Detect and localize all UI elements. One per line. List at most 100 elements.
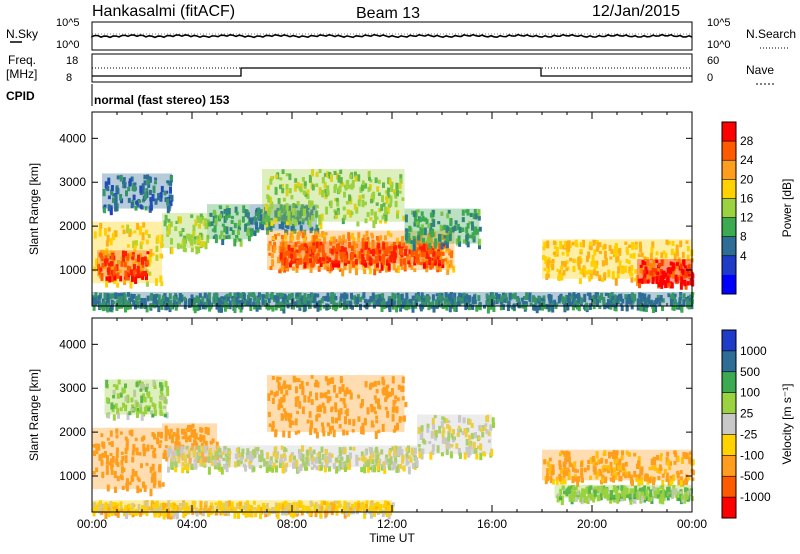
power-cell-4-14 bbox=[231, 230, 235, 235]
power-cell-7-156 bbox=[394, 245, 398, 250]
power-cell-12-627 bbox=[372, 298, 376, 305]
power-cell-12-895 bbox=[680, 305, 684, 313]
power-cell-12-352 bbox=[471, 296, 475, 304]
power-cell-1-69 bbox=[109, 261, 113, 267]
power-cell-0-88 bbox=[93, 231, 97, 239]
power-cell-10-71 bbox=[598, 242, 602, 248]
power-cell-12-611 bbox=[130, 294, 134, 302]
power-cell-8-159 bbox=[375, 216, 379, 220]
velocity-cell-8-457 bbox=[166, 511, 170, 520]
power-cell-9-32 bbox=[404, 214, 408, 223]
power-cell-12-589 bbox=[283, 299, 287, 306]
power-cell-10-145 bbox=[592, 269, 596, 276]
power-cell-7-198 bbox=[410, 250, 414, 254]
power-cell-2-20 bbox=[160, 185, 164, 193]
power-cell-6-236 bbox=[278, 245, 282, 253]
power-cell-6-246 bbox=[379, 235, 383, 241]
power-cell-11-51 bbox=[655, 276, 659, 285]
power-cell-12-537 bbox=[468, 305, 471, 311]
cpid-label: CPID bbox=[6, 89, 35, 103]
power-cell-8-136 bbox=[348, 194, 352, 202]
power-cell-6-213 bbox=[353, 244, 357, 249]
velocity-colorbar-title: Velocity [m s⁻¹] bbox=[780, 383, 794, 464]
power-cell-5-104 bbox=[286, 221, 290, 230]
power-cell-9-100 bbox=[465, 234, 469, 242]
power-cell-9-44 bbox=[432, 219, 436, 227]
power-cell-5-12 bbox=[283, 211, 287, 215]
power-cell-5-38 bbox=[254, 218, 258, 225]
power-cell-12-776 bbox=[598, 295, 602, 302]
power-cell-8-21 bbox=[321, 176, 325, 184]
power-cell-6-154 bbox=[269, 266, 273, 270]
power-cell-6-94 bbox=[358, 257, 362, 265]
power-cell-7-211 bbox=[432, 251, 436, 256]
power-cell-10-50 bbox=[593, 265, 597, 270]
power-cell-7-254 bbox=[285, 258, 289, 265]
velocity-ytick-label-3: 4000 bbox=[59, 337, 86, 351]
power-cell-10-91 bbox=[595, 246, 599, 252]
power-cell-8-225 bbox=[311, 169, 314, 177]
power-cell-4-58 bbox=[247, 222, 251, 226]
power-cell-2-107 bbox=[146, 174, 150, 180]
power-cell-7-201 bbox=[428, 247, 432, 254]
power-cell-9-88 bbox=[416, 209, 420, 213]
power-cell-5-102 bbox=[283, 214, 287, 221]
power-cell-10-202 bbox=[584, 270, 588, 275]
power-cell-10-206 bbox=[546, 273, 550, 278]
velocity-cell-0-79 bbox=[161, 482, 165, 487]
power-cell-12-735 bbox=[495, 292, 498, 296]
power-cell-6-68 bbox=[371, 258, 375, 265]
power-cell-12-525 bbox=[541, 303, 544, 311]
velocity-colorbar-swatch-6 bbox=[722, 455, 736, 477]
power-cell-8-208 bbox=[396, 190, 399, 197]
power-cell-8-154 bbox=[361, 180, 365, 185]
power-cell-12-240 bbox=[570, 301, 574, 306]
power-cell-12-661 bbox=[611, 295, 615, 302]
power-cell-9-43 bbox=[447, 209, 451, 214]
power-cell-12-527 bbox=[477, 295, 481, 302]
power-cell-10-231 bbox=[565, 268, 569, 272]
power-cell-8-179 bbox=[310, 215, 314, 221]
power-cell-6-252 bbox=[338, 235, 342, 244]
power-cell-12-623 bbox=[653, 300, 657, 307]
power-cell-8-72 bbox=[277, 198, 281, 205]
power-cell-10-209 bbox=[660, 252, 664, 259]
power-cell-11-78 bbox=[641, 260, 645, 265]
power-cell-0-13 bbox=[141, 267, 144, 273]
power-cell-12-465 bbox=[492, 300, 496, 305]
power-cell-6-276 bbox=[295, 265, 299, 273]
velocity-cell-3-264 bbox=[181, 467, 185, 474]
power-cell-12-572 bbox=[492, 305, 496, 312]
power-cell-5-27 bbox=[296, 216, 300, 223]
power-cell-12-303 bbox=[286, 300, 290, 306]
power-cell-6-243 bbox=[308, 255, 312, 261]
power-cell-12-475 bbox=[495, 294, 499, 302]
power-cell-0-24 bbox=[105, 248, 109, 256]
power-cell-7-121 bbox=[428, 257, 432, 265]
power-cell-12-944 bbox=[651, 305, 655, 314]
power-cell-6-170 bbox=[419, 235, 423, 241]
power-cell-12-459 bbox=[568, 298, 571, 307]
power-cell-12-40 bbox=[500, 301, 504, 309]
power-cell-6-47 bbox=[280, 242, 284, 250]
power-cell-3-55 bbox=[166, 230, 170, 235]
power-cell-12-582 bbox=[264, 299, 267, 306]
power-cell-12-561 bbox=[126, 300, 130, 307]
power-cell-3-44 bbox=[192, 224, 196, 230]
power-cell-9-103 bbox=[445, 241, 449, 249]
power-cell-5-100 bbox=[294, 204, 298, 209]
power-cell-10-80 bbox=[681, 251, 685, 259]
power-cell-5-32 bbox=[259, 209, 263, 214]
power-cell-12-285 bbox=[529, 302, 533, 306]
power-cell-0-106 bbox=[102, 249, 105, 256]
xtick-label-2: 08:00 bbox=[277, 517, 307, 531]
power-cell-4-47 bbox=[247, 235, 251, 242]
power-cell-0-92 bbox=[99, 265, 103, 270]
power-cell-9-89 bbox=[434, 238, 438, 246]
power-cell-12-360 bbox=[638, 292, 642, 299]
power-cell-7-200 bbox=[433, 262, 437, 266]
power-cell-12-64 bbox=[563, 305, 567, 313]
power-cell-12-786 bbox=[585, 302, 589, 311]
power-cell-2-48 bbox=[106, 185, 110, 192]
